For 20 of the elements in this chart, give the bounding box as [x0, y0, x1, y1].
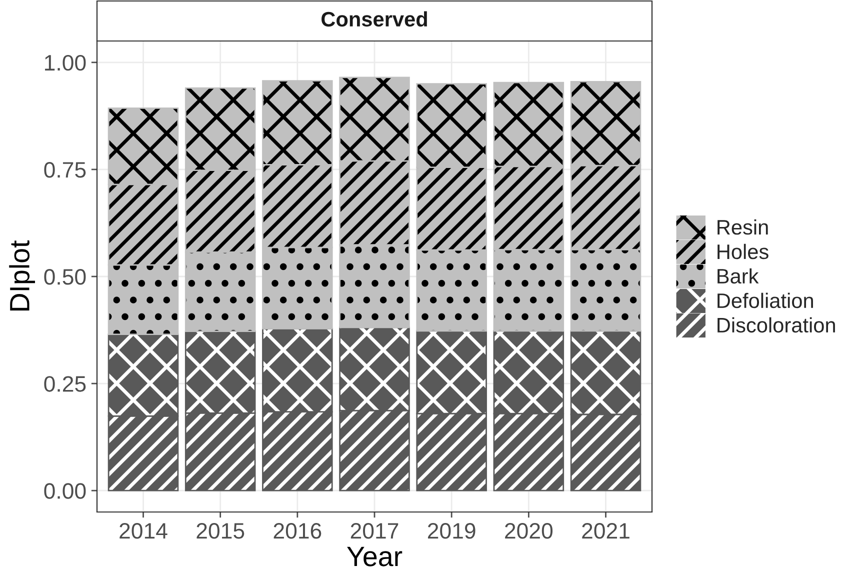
chart-title: Conserved	[322, 11, 427, 27]
x-tick-label: 2020	[505, 523, 553, 539]
x-tick-label: 2015	[196, 523, 244, 539]
y-tick-label: 0.75	[44, 162, 86, 178]
x-tick-label: 2019	[428, 523, 476, 539]
y-tick-label: 0.50	[44, 269, 86, 285]
legend-label: Defoliation	[718, 292, 813, 308]
legend-label: Holes	[718, 244, 768, 260]
legend-label: Bark	[718, 268, 759, 284]
y-tick-label: 1.00	[45, 54, 86, 71]
x-tick-label: 2016	[274, 523, 322, 539]
x-axis-title: Year	[347, 546, 402, 566]
x-tick-label: 2017	[350, 523, 398, 539]
x-tick-label: 2021	[582, 523, 630, 539]
y-axis-title: DIplot	[9, 240, 36, 310]
x-tick-label: 2014	[120, 523, 168, 539]
y-tick-label: 0.25	[44, 376, 86, 392]
legend-label: Resin	[718, 219, 768, 235]
legend-label: Discoloration	[718, 317, 835, 333]
y-tick-label: 0.00	[44, 483, 86, 499]
